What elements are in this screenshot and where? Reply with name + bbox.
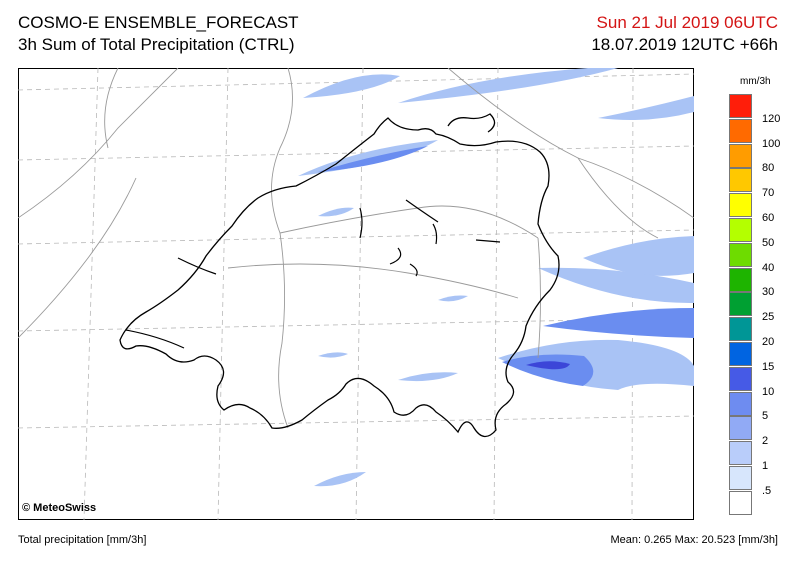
precip-light-area [598,96,694,120]
legend-color-box [729,218,752,242]
legend-color-box [729,490,752,515]
precip-light-area [583,236,694,276]
precipitation-areas [298,68,694,487]
precip-light-area [498,339,694,390]
legend-color-box [729,118,752,143]
legend-color-box [729,193,752,218]
precipitation-map [18,68,694,520]
legend-tick-label: 30 [762,286,775,299]
legend-tick-label: 20 [762,336,775,348]
legend-unit: mm/3h [740,76,771,87]
region-borders [18,68,694,429]
precip-mid-area [543,308,694,338]
precip-light-area [298,140,438,176]
legend-tick-label: 1 [762,460,769,472]
legend-color-box [729,342,752,366]
legend-tick-label: 25 [762,311,775,324]
legend-color-box [729,168,752,193]
legend-color-box [729,441,752,466]
precip-mid-area [318,146,428,172]
lakes [125,199,501,349]
legend-tick-label: 80 [762,162,775,175]
legend-color-box [729,143,752,168]
model-title: COSMO-E ENSEMBLE_FORECAST [18,13,299,32]
legend-color-box [729,466,752,490]
precip-light-area [398,68,618,103]
legend-color-box [729,391,752,416]
valid-time: Sun 21 Jul 2019 06UTC [596,13,778,32]
precip-heavy-area [526,361,570,370]
legend-tick-label: 50 [762,236,775,249]
legend-color-box [729,242,752,267]
legend-tick-label: 15 [762,360,775,373]
legend-color-box [729,292,752,317]
legend-tick-label: 10 [762,385,775,398]
time-block: Sun 21 Jul 2019 06UTC 18.07.2019 12UTC +… [591,12,778,56]
precip-light-area [318,352,348,358]
legend-tick-label: 120 [762,112,781,125]
country-border [119,113,560,438]
legend-tick-label: 60 [762,212,775,224]
product-title: 3h Sum of Total Precipitation (CTRL) [18,35,295,54]
legend-tick-label: 100 [762,137,781,150]
precip-light-area [438,295,468,302]
legend-color-box [729,317,752,342]
map-frame [18,68,694,520]
precip-light-area [314,472,366,487]
legend-tick-label: 70 [762,187,775,200]
precip-light-area [538,267,694,304]
legend-color-box [729,94,752,118]
precip-light-area [398,372,458,382]
legend-color-box [729,366,752,391]
legend-tick-label: 2 [762,435,769,448]
legend-tick-label: 40 [762,261,775,274]
precip-mid-area [502,354,594,386]
legend-color-box [729,267,752,292]
footer-variable: Total precipitation [mm/3h] [18,534,147,546]
footer-stats: Mean: 0.265 Max: 20.523 [mm/3h] [610,534,778,546]
precip-light-area [303,74,400,98]
run-info: 18.07.2019 12UTC +66h [591,35,778,54]
copyright-label: © MeteoSwiss [22,502,97,514]
title-block: COSMO-E ENSEMBLE_FORECAST 3h Sum of Tota… [18,12,299,56]
legend-color-box [729,416,752,441]
precip-light-area [318,207,354,217]
legend-tick-label: 5 [762,410,769,423]
legend-tick-label: .5 [762,484,772,497]
